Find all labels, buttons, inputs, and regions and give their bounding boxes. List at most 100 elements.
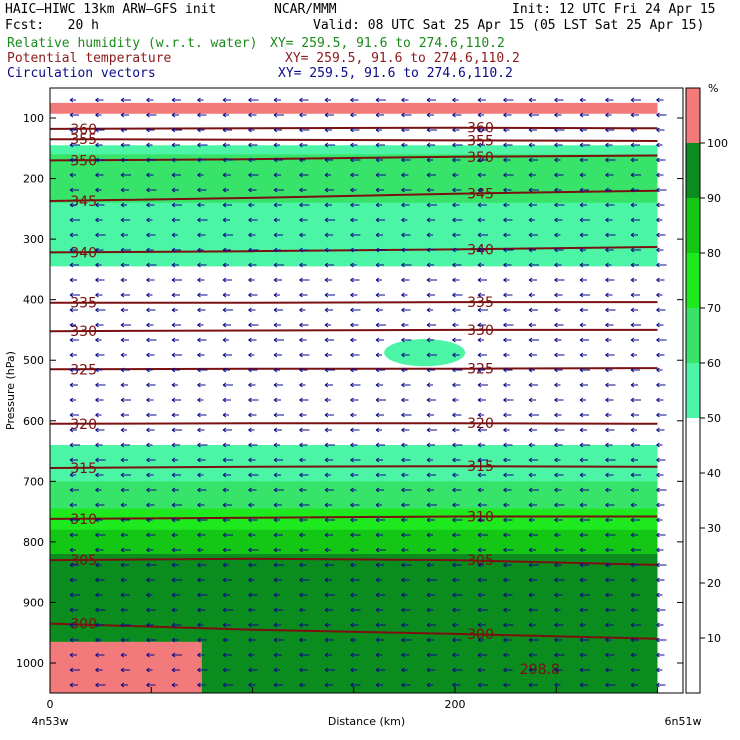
vector-head: [120, 547, 125, 553]
vector-head: [477, 457, 482, 463]
vector-head: [69, 217, 74, 223]
vector-22-21: [605, 427, 615, 433]
vector-head: [656, 112, 660, 118]
vector-head: [248, 517, 252, 523]
vector-20-18: [528, 397, 536, 403]
vector-27-4: [171, 502, 182, 508]
vector-head: [350, 427, 354, 433]
vector-head: [273, 547, 278, 553]
vector-22-5: [197, 427, 205, 433]
vector-11-23: [656, 262, 667, 268]
vector-head: [248, 202, 252, 208]
vector-head: [579, 112, 584, 118]
vector-head: [248, 97, 252, 103]
vector-head: [477, 142, 482, 148]
vector-head: [171, 667, 176, 673]
vector-head: [554, 487, 558, 493]
vector-25-2: [120, 472, 131, 478]
vector-head: [605, 97, 609, 103]
vector-head: [401, 517, 405, 523]
vector-head: [299, 142, 303, 148]
vector-32-10: [324, 577, 332, 583]
vector-31-0: [69, 562, 79, 568]
vector-head: [171, 682, 176, 688]
theta-label-355-b: 355: [467, 133, 494, 149]
vector-head: [656, 532, 660, 538]
vector-head: [375, 517, 380, 523]
vector-head: [401, 217, 405, 223]
vector-16-8: [273, 337, 284, 343]
vector-head: [503, 187, 507, 193]
vector-14-12: [375, 307, 383, 313]
vector-19-12: [375, 382, 383, 388]
vector-head: [452, 562, 456, 568]
y-tick-label-300: 300: [23, 233, 44, 246]
vector-28-22: [630, 517, 640, 523]
vector-37-9: [299, 652, 310, 658]
vector-head: [401, 247, 405, 253]
vector-head: [171, 427, 176, 433]
vector-3-23: [656, 142, 663, 148]
vector-0-23: [656, 97, 664, 103]
vector-13-23: [656, 292, 663, 298]
vector-0-3: [146, 97, 154, 103]
vector-head: [630, 577, 635, 583]
init-time: Init: 12 UTC Fri 24 Apr 15: [512, 2, 716, 17]
vector-9-6: [222, 232, 233, 238]
vector-head: [197, 517, 201, 523]
vector-28-11: [350, 517, 358, 523]
vector-head: [324, 262, 329, 268]
y-tick-label-200: 200: [23, 173, 44, 186]
vector-20-13: [401, 397, 409, 403]
vector-4-23: [656, 157, 666, 163]
vector-head: [146, 457, 150, 463]
vector-29-14: [426, 532, 433, 538]
vector-25-11: [350, 472, 359, 478]
vector-head: [554, 607, 558, 613]
vector-head: [146, 307, 150, 313]
vector-head: [95, 172, 99, 178]
vector-head: [146, 352, 150, 358]
vector-head: [503, 532, 507, 538]
vector-21-20: [579, 412, 589, 418]
vector-head: [630, 337, 635, 343]
vector-26-14: [426, 487, 434, 493]
vector-25-19: [554, 472, 564, 478]
vector-35-13: [401, 622, 409, 628]
vector-31-5: [197, 562, 207, 568]
vector-30-8: [273, 547, 281, 553]
vector-0-4: [171, 97, 181, 103]
vector-head: [426, 97, 431, 103]
vector-head: [630, 472, 635, 478]
vector-head: [197, 292, 201, 298]
vector-head: [452, 577, 456, 583]
vector-2-12: [375, 127, 382, 133]
vector-head: [350, 157, 354, 163]
vector-17-7: [248, 352, 255, 358]
vector-head: [528, 622, 533, 628]
vector-head: [95, 532, 99, 538]
vector-1-17: [503, 112, 512, 118]
vector-22-2: [120, 427, 127, 433]
vector-31-12: [375, 562, 384, 568]
vector-20-4: [171, 397, 181, 403]
vector-3-12: [375, 142, 385, 148]
field-rh-name: Relative humidity (w.r.t. water): [7, 36, 258, 51]
vector-13-5: [197, 292, 208, 298]
vector-21-22: [630, 412, 639, 418]
vector-14-20: [579, 307, 588, 313]
vector-head: [630, 157, 635, 163]
vector-33-21: [605, 592, 613, 598]
vector-head: [477, 202, 482, 208]
vector-4-16: [477, 157, 488, 163]
vector-3-7: [248, 142, 258, 148]
vector-head: [248, 577, 252, 583]
vector-head: [426, 652, 431, 658]
vector-2-3: [146, 127, 155, 133]
vector-23-9: [299, 442, 308, 448]
vector-head: [273, 337, 278, 343]
vector-20-1: [95, 397, 104, 403]
vector-31-6: [222, 562, 229, 568]
vector-head: [426, 277, 431, 283]
vector-32-15: [452, 577, 460, 583]
